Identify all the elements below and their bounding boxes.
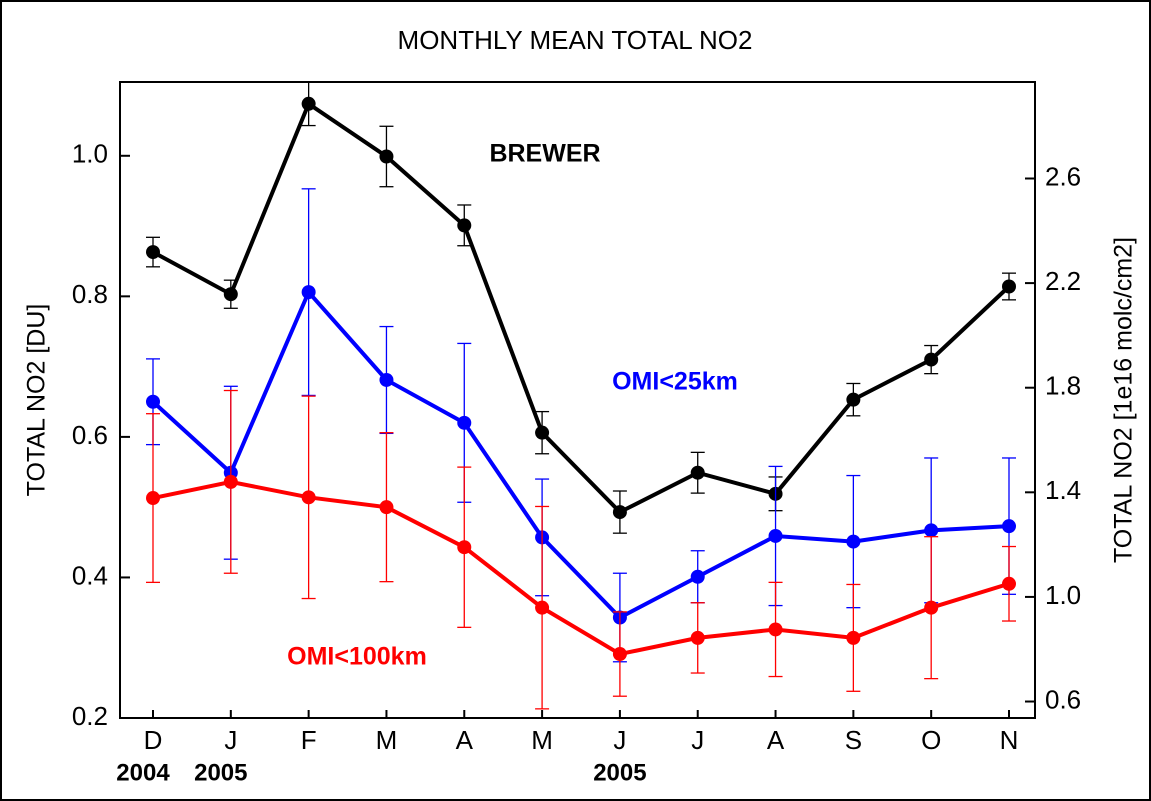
year-label: 2004	[116, 759, 170, 786]
point	[846, 392, 861, 407]
y-tick-label: 0.8	[72, 279, 108, 309]
point	[846, 630, 861, 645]
series-line	[152, 479, 1010, 657]
point	[690, 465, 705, 480]
y2-tick-label: 2.2	[1045, 266, 1081, 296]
x-tick-label: A	[456, 725, 474, 755]
x-tick-label: J	[691, 725, 704, 755]
y2-tick-label: 1.4	[1045, 475, 1081, 505]
point	[223, 287, 238, 302]
series-label: BREWER	[489, 140, 600, 168]
point	[846, 534, 861, 549]
x-tick-label: A	[767, 725, 785, 755]
y2-axis-title: TOTAL NO2 [1e16 molc/cm2]	[1110, 237, 1138, 563]
point	[146, 245, 160, 260]
y-axis-title: TOTAL NO2 [DU]	[23, 304, 51, 497]
y-tick-label: 0.4	[72, 560, 108, 590]
x-tick-label: M	[376, 725, 398, 755]
point	[1002, 519, 1016, 534]
point	[146, 394, 160, 409]
point	[301, 490, 316, 505]
series-line	[152, 100, 1011, 515]
x-tick-label: D	[144, 725, 163, 755]
point	[924, 523, 939, 538]
x-tick-label: F	[301, 725, 317, 755]
year-label: 2005	[194, 759, 247, 786]
y2-tick-label: 1.0	[1045, 580, 1081, 610]
y2-tick-label: 0.6	[1045, 684, 1081, 714]
point	[146, 491, 160, 506]
point	[768, 528, 783, 543]
point	[768, 622, 783, 637]
series-label: OMI<25km	[612, 368, 738, 396]
series-line	[151, 288, 1010, 620]
point	[457, 415, 472, 430]
point	[690, 630, 705, 645]
point	[301, 96, 316, 111]
point	[535, 600, 550, 615]
point	[379, 500, 394, 515]
point	[223, 474, 238, 489]
point	[924, 600, 939, 615]
point	[1002, 279, 1016, 294]
x-tick-label: N	[1000, 725, 1019, 755]
point	[924, 352, 939, 367]
point	[301, 285, 316, 300]
x-tick-label: S	[845, 725, 862, 755]
point	[379, 372, 394, 387]
point	[457, 540, 472, 555]
x-tick-label: J	[613, 725, 626, 755]
series-label: OMI<100km	[287, 643, 427, 671]
x-tick-label: M	[531, 725, 553, 755]
point	[535, 425, 550, 440]
y2-tick-label: 1.8	[1045, 371, 1081, 401]
x-tick-label: O	[921, 725, 941, 755]
point	[457, 218, 472, 233]
point	[690, 569, 705, 584]
y-tick-label: 0.6	[72, 420, 108, 450]
y-tick-label: 0.2	[72, 701, 108, 731]
point	[612, 647, 627, 662]
y-tick-label: 1.0	[72, 139, 108, 169]
year-label: 2005	[593, 759, 646, 786]
plot-area	[119, 81, 1036, 719]
point	[1002, 576, 1016, 591]
point	[612, 505, 627, 520]
chart-title: MONTHLY MEAN TOTAL NO2	[398, 25, 753, 55]
x-tick-label: J	[224, 725, 237, 755]
y2-tick-label: 2.6	[1045, 161, 1081, 191]
point	[379, 149, 394, 164]
